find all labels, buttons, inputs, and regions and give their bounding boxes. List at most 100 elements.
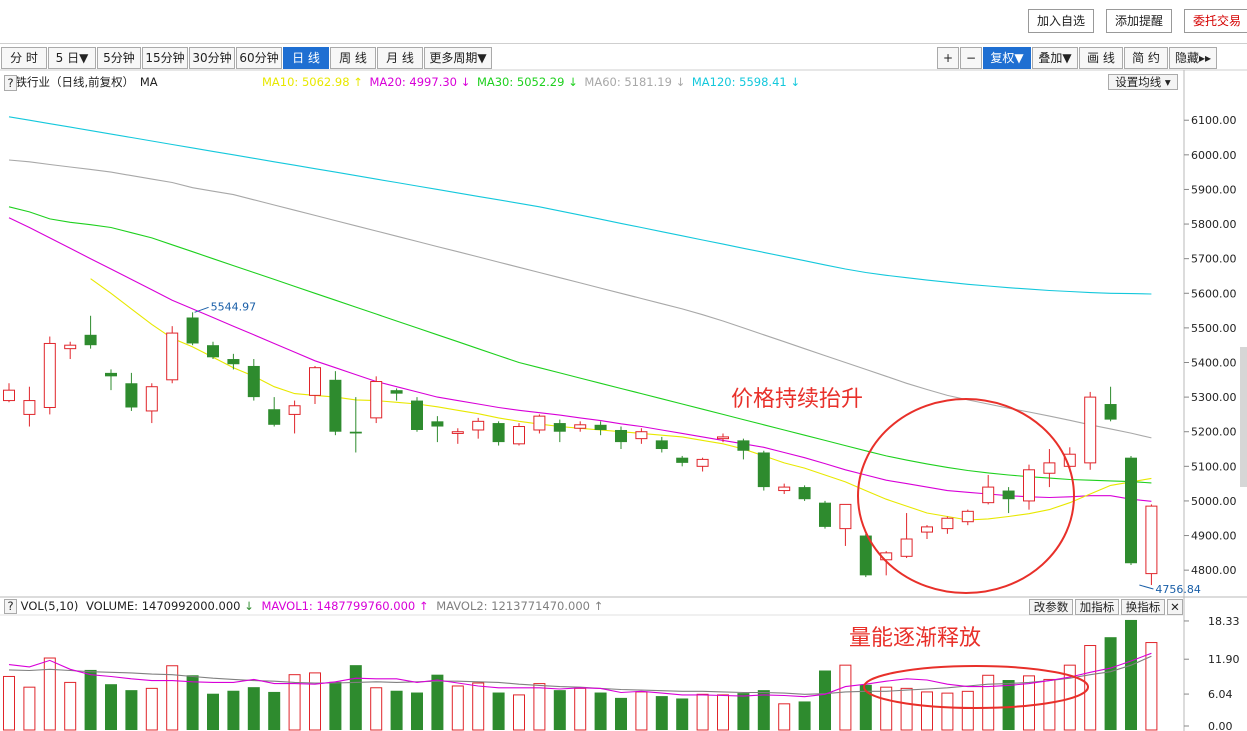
volume-bar-down	[349, 665, 362, 730]
volume-bar-up	[941, 692, 954, 731]
candle-body-up	[1023, 469, 1035, 502]
price-tick-label: 6100.00	[1191, 114, 1237, 127]
candle-body-down	[84, 334, 97, 346]
candle-body-down	[798, 487, 811, 500]
chart-help-icon[interactable]: ?	[4, 75, 17, 91]
candle-body-down	[390, 390, 403, 394]
volume-bar-up	[166, 665, 179, 731]
candle-body-up	[839, 503, 852, 530]
ma60-arrow: ↓	[675, 75, 686, 89]
price-tick-label: 6000.00	[1191, 149, 1237, 162]
volume-bar-down	[105, 684, 117, 730]
add-watchlist-button[interactable]: 加入自选	[1028, 9, 1095, 33]
trade-button[interactable]: 委托交易	[1184, 9, 1247, 33]
vertical-scrollbar[interactable]	[1240, 347, 1247, 487]
volume-tick-label: 11.90	[1208, 653, 1240, 666]
volume-bar-up	[472, 682, 485, 731]
add-alert-button[interactable]: 添加提醒	[1106, 9, 1173, 33]
volume-bar-down	[186, 675, 199, 730]
price-tick-label: 5100.00	[1191, 460, 1237, 473]
candle-body-down	[125, 383, 138, 408]
tab-5min[interactable]: 5分钟	[97, 47, 141, 69]
period-tab-bar: 分 时 5 日▼ 5分钟 15分钟 30分钟 60分钟 日 线 周 线 月 线 …	[0, 47, 1247, 69]
tab-15min[interactable]: 15分钟	[142, 47, 188, 69]
tab-weekly[interactable]: 周 线	[330, 47, 376, 69]
volume-bar-down	[431, 674, 444, 730]
volume-release-ellipse	[863, 665, 1089, 709]
overlay-dropdown[interactable]: 叠加▼	[1032, 47, 1078, 69]
ma10-arrow: ↑	[353, 75, 363, 89]
tab-5day[interactable]: 5 日▼	[48, 47, 96, 69]
zoom-in-button[interactable]: +	[937, 47, 959, 69]
volume-bar-up	[43, 657, 56, 731]
candle-body-up	[1084, 396, 1097, 464]
volume-help-icon[interactable]: ?	[4, 599, 17, 614]
candle-body-down	[186, 317, 199, 344]
candle-body-down	[1002, 490, 1015, 500]
ma-label: MA	[139, 75, 158, 89]
volume-bar-up	[961, 690, 974, 731]
top-toolbar: 加入自选 添加提醒 委托交易	[0, 0, 1247, 44]
simple-mode-button[interactable]: 简 约	[1124, 47, 1168, 69]
tab-daily[interactable]: 日 线	[283, 47, 329, 69]
volume-tick-label: 6.04	[1208, 688, 1233, 701]
tab-more-periods[interactable]: 更多周期▼	[424, 47, 492, 69]
close-indicator-icon[interactable]: ✕	[1167, 599, 1183, 615]
ma120-value: MA120: 5598.41	[691, 75, 787, 89]
tab-intraday[interactable]: 分 时	[1, 47, 47, 69]
candle-body-down	[859, 535, 872, 576]
candle-body-up	[635, 431, 648, 440]
candle-body-down	[757, 452, 770, 488]
tab-60min[interactable]: 60分钟	[236, 47, 282, 69]
volume-bar-down	[125, 690, 138, 730]
candle-body-up	[309, 367, 321, 396]
candle-body-down	[247, 365, 260, 398]
add-indicator-button[interactable]: 加指标	[1075, 599, 1119, 615]
price-tick-label: 5300.00	[1191, 391, 1237, 404]
candle-body-down	[819, 502, 831, 527]
volume-value: VOLUME: 1470992000.000	[86, 599, 241, 613]
volume-bar-up	[288, 674, 301, 731]
price-tick-label: 5900.00	[1191, 183, 1237, 196]
volume-bar-up	[574, 687, 587, 731]
volume-bar-down	[655, 696, 668, 730]
candle-body-up	[1063, 453, 1076, 467]
volume-bar-up	[309, 672, 321, 731]
switch-indicator-button[interactable]: 换指标	[1121, 599, 1165, 615]
ma20-arrow: ↓	[460, 75, 471, 89]
ma30-line	[8, 206, 1152, 484]
volume-bar-up	[982, 674, 995, 731]
candle-body-up	[370, 381, 383, 419]
candle-body-down	[411, 400, 423, 430]
volume-bar-down	[268, 691, 281, 730]
ma60-value: MA60: 5181.19	[584, 75, 672, 89]
zoom-out-button[interactable]: −	[960, 47, 982, 69]
tab-monthly[interactable]: 月 线	[377, 47, 423, 69]
ma20-value: MA20: 4997.30	[369, 75, 457, 89]
volume-bar-down	[798, 701, 811, 730]
volume-bar-up	[64, 681, 77, 731]
price-tick-label: 5600.00	[1191, 287, 1237, 300]
draw-line-button[interactable]: 画 线	[1079, 47, 1123, 69]
price-rise-annotation: 价格持续抬升	[731, 387, 863, 412]
hide-button[interactable]: 隐藏▸▸	[1169, 47, 1217, 69]
price-rise-ellipse	[857, 398, 1075, 594]
ma-settings-button[interactable]: 设置均线 ▾	[1108, 74, 1178, 90]
candle-body-down	[676, 457, 689, 463]
volume-bar-down	[390, 690, 403, 730]
adjust-price-dropdown[interactable]: 复权▼	[983, 47, 1031, 69]
volume-bar-up	[533, 683, 546, 731]
volume-bar-down	[411, 692, 423, 730]
candle-body-up	[900, 538, 913, 557]
candle-body-up	[880, 552, 893, 561]
volume-release-annotation: 量能逐渐释放	[849, 626, 981, 651]
candle-body-down	[655, 440, 668, 450]
volume-bar-down	[84, 669, 97, 730]
volume-bar-down	[1002, 680, 1015, 730]
candle-body-up	[513, 426, 525, 445]
change-params-button[interactable]: 改参数	[1029, 599, 1073, 615]
price-tick-label: 5400.00	[1191, 356, 1237, 369]
tab-30min[interactable]: 30分钟	[189, 47, 235, 69]
